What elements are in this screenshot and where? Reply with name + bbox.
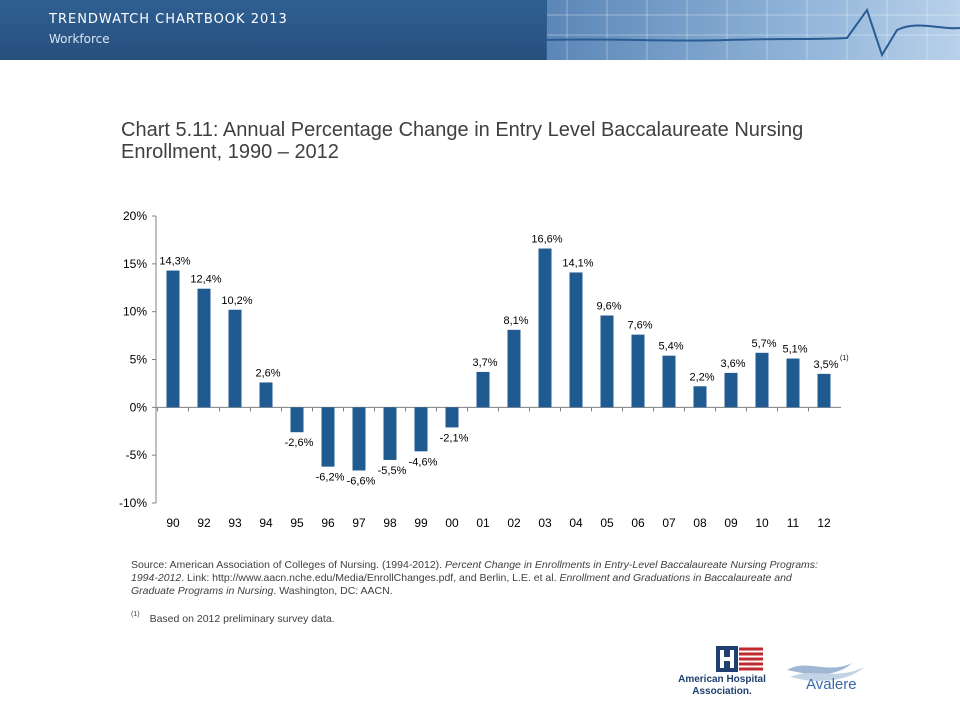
x-tick-label: 02 [507,516,521,530]
bar-92 [197,288,211,408]
x-tick-label: 00 [445,516,459,530]
footnote: (1) Based on 2012 preliminary survey data… [131,611,335,625]
x-tick-label: 04 [569,516,583,530]
data-label: -6,6% [347,475,376,487]
chartbook-title: TRENDWATCH CHARTBOOK 2013 [49,12,288,27]
aha-logo [716,646,763,672]
bar-09 [724,372,738,408]
bar-94 [259,382,273,408]
source-title-1: Percent Change in Enrollments in Entry-L… [131,559,818,584]
bar-99 [414,407,428,452]
data-label: 12,4% [190,274,221,286]
bar-95 [290,407,304,433]
data-label: 10,2% [221,295,252,307]
source-mid: . Link: http://www.aacn.nche.edu/Media/E… [181,572,560,584]
bar-03 [538,248,552,408]
bar-11 [786,358,800,408]
banner-left-panel [0,0,546,60]
data-label: 5,4% [658,341,683,353]
chart-bars [166,248,831,471]
x-tick-label: 09 [724,516,738,530]
chart-data-labels: 14,3%12,4%10,2%2,6%-2,6%-6,2% -6,6%-5,5%-… [159,234,848,488]
bar-12 [817,373,831,408]
data-label: 3,6% [720,358,745,370]
x-tick-label: 07 [662,516,676,530]
x-tick-label: 99 [414,516,428,530]
section-name: Workforce [49,32,110,46]
x-tick-label: 92 [197,516,211,530]
x-tick-label: 01 [476,516,490,530]
x-tick-label: 03 [538,516,552,530]
bar-97 [352,407,366,471]
bar-98 [383,407,397,460]
x-tick-label: 96 [321,516,335,530]
aha-line-2: Association. [692,686,752,697]
bar-07 [662,355,676,408]
footnote-marker: (1) [131,611,140,618]
data-label: 3,5% [813,359,838,371]
aha-line-1: American Hospital [678,674,766,685]
data-label: -2,1% [440,432,469,444]
bar-93 [228,309,242,408]
data-label: 5,7% [751,338,776,350]
bar-02 [507,329,521,408]
bar-00 [445,407,459,428]
data-label: 9,6% [596,300,621,312]
data-label: 2,2% [689,371,714,383]
data-label: -6,2% [316,472,345,484]
bar-05 [600,315,614,408]
x-tick-label: 93 [228,516,242,530]
x-tick-label: 12 [817,516,831,530]
bar-90 [166,270,180,408]
data-label: 5,1% [782,344,807,356]
footnote-text: Based on 2012 preliminary survey data. [149,613,335,625]
data-label: -5,5% [378,465,407,477]
source-suffix: . Washington, DC: AACN. [273,585,393,597]
data-label: -4,6% [409,456,438,468]
aha-logo-wordmark: American Hospital Association. [677,674,767,698]
data-label: 14,1% [562,257,593,269]
y-tick-label: 5% [130,353,148,367]
x-tick-label: 11 [787,516,800,530]
y-tick-label: -5% [126,448,148,462]
ecg-wave-graphic [546,0,960,60]
source-prefix: Source: American Association of Colleges… [131,559,446,571]
y-tick-label: 10% [123,305,147,319]
data-label: 2,6% [255,367,280,379]
x-tick-label: 95 [290,516,304,530]
avalere-logo [787,663,864,681]
x-tick-label: 97 [352,516,366,530]
y-tick-label: -10% [119,496,147,510]
header-banner: TRENDWATCH CHARTBOOK 2013 Workforce [0,0,960,60]
last-label-note: (1) [840,355,849,362]
bar-08 [693,386,707,408]
y-tick-label: 0% [130,400,148,414]
bar-01 [476,371,490,408]
data-label: -2,6% [285,437,314,449]
chart-title: Chart 5.11: Annual Percentage Change in … [121,119,804,163]
x-tick-label: 98 [383,516,397,530]
source-title-2: Enrollment and Graduations in Baccalaure… [131,572,792,597]
bar-96 [321,407,335,467]
bar-06 [631,334,645,408]
data-label: 16,6% [531,234,562,246]
avalere-wordmark: Avalere [806,676,857,693]
x-tick-label: 08 [693,516,707,530]
x-tick-label: 05 [600,516,614,530]
data-label: 3,7% [472,357,497,369]
bar-10 [755,352,769,408]
x-tick-label: 94 [259,516,273,530]
x-tick-label: 90 [166,516,180,530]
bar-04 [569,272,583,408]
data-label: 8,1% [503,315,528,327]
data-label: 14,3% [159,256,190,268]
x-tick-label: 06 [631,516,645,530]
x-tick-label: 10 [755,516,769,530]
data-label: 7,6% [627,320,652,332]
source-citation: Source: American Association of Colleges… [131,559,831,598]
y-tick-label: 20% [123,209,147,223]
banner-decorative-image [546,0,960,60]
y-tick-label: 15% [123,257,147,271]
